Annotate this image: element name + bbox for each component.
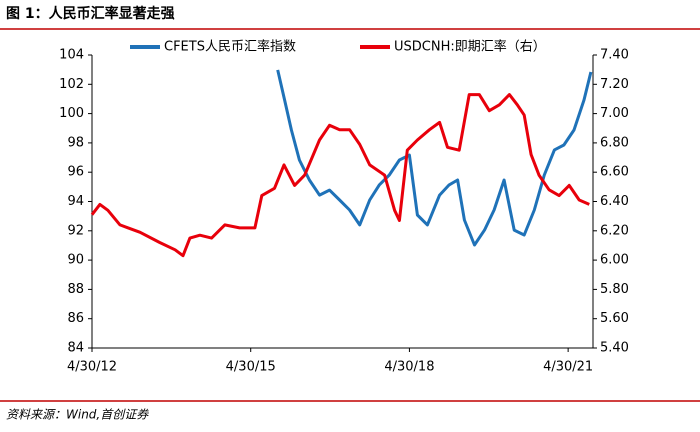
source-note: 资料来源：Wind,首创证券 xyxy=(6,408,149,422)
y-tick-label: 96 xyxy=(67,165,84,180)
series-line xyxy=(90,93,590,258)
x-tick-label: 4/30/21 xyxy=(543,360,593,375)
y2-tick-label: 5.80 xyxy=(600,282,629,297)
legend-label: CFETS人民币汇率指数 xyxy=(164,39,296,55)
y-tick-label: 100 xyxy=(59,106,84,121)
y2-tick-label: 6.80 xyxy=(600,135,629,150)
x-tick-label: 4/30/18 xyxy=(384,360,434,375)
y-tick-label: 88 xyxy=(67,282,84,297)
y2-tick-label: 5.40 xyxy=(600,341,629,356)
x-tick-label: 4/30/15 xyxy=(226,360,276,375)
y-tick-label: 86 xyxy=(67,311,84,326)
y2-tick-label: 7.00 xyxy=(600,106,629,121)
y-tick-label: 92 xyxy=(67,223,84,238)
y2-tick-label: 6.60 xyxy=(600,165,629,180)
y2-tick-label: 6.00 xyxy=(600,253,629,268)
y2-tick-label: 5.60 xyxy=(600,311,629,326)
legend-label: USDCNH:即期汇率（右） xyxy=(394,39,546,55)
y-tick-label: 102 xyxy=(59,77,84,92)
chart-title: 图 1：人民币汇率显著走强 xyxy=(6,5,175,22)
y-tick-label: 94 xyxy=(67,194,84,209)
series-line xyxy=(276,69,593,247)
y-tick-label: 104 xyxy=(59,48,84,63)
y-tick-label: 84 xyxy=(67,341,84,356)
y2-tick-label: 6.20 xyxy=(600,223,629,238)
x-tick-label: 4/30/12 xyxy=(67,360,117,375)
y2-tick-label: 7.20 xyxy=(600,77,629,92)
y-tick-label: 90 xyxy=(67,253,84,268)
y-tick-label: 98 xyxy=(67,135,84,150)
y2-tick-label: 6.40 xyxy=(600,194,629,209)
y2-tick-label: 7.40 xyxy=(600,48,629,63)
